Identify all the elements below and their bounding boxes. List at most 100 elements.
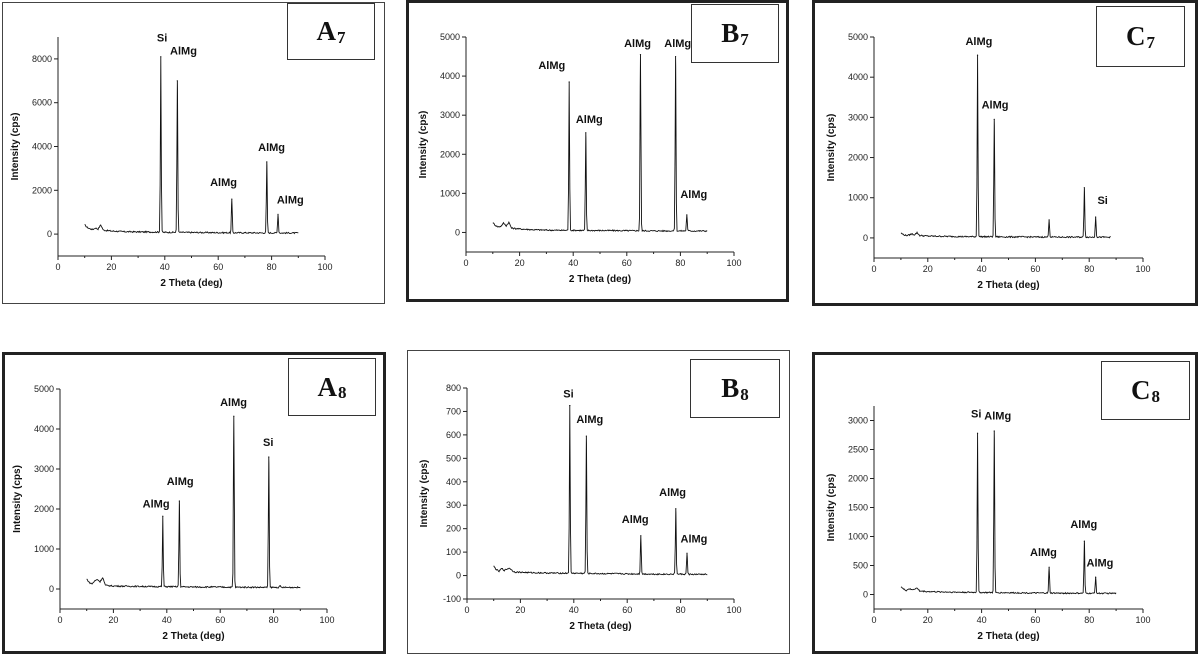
peak-label: Si — [157, 32, 167, 44]
peak-point — [569, 404, 571, 407]
y-tick-label: 6000 — [32, 98, 52, 108]
chart-b8: 0 20 40 60 80 100-100010020030040050060070080… — [419, 383, 742, 632]
peak-point — [675, 508, 677, 510]
peak-point — [162, 515, 164, 517]
peak-point — [640, 535, 642, 537]
y-tick-label: 400 — [446, 477, 461, 487]
y-tick-label: 100 — [446, 547, 461, 557]
y-tick-label: 2500 — [848, 445, 868, 455]
tag-subscript: 7 — [337, 27, 346, 47]
x-axis-title: 2 Theta (deg) — [162, 631, 224, 642]
y-tick-label: 600 — [446, 430, 461, 440]
peak-label: AlMg — [143, 498, 170, 510]
peak-point — [266, 161, 268, 163]
peak-point — [178, 500, 180, 502]
x-tick-label: 20 — [923, 264, 933, 274]
peak-label: AlMg — [277, 194, 304, 206]
x-tick-label: 40 — [568, 258, 578, 268]
peak-label: AlMg — [576, 414, 603, 426]
x-tick-label: 60 — [213, 262, 223, 272]
x-tick-label: 80 — [267, 262, 277, 272]
y-tick-label: 2000 — [848, 153, 868, 163]
peak-point — [585, 132, 587, 134]
x-tick-label: 0 — [871, 264, 876, 274]
y-tick-label: 2000 — [848, 474, 868, 484]
x-tick-label: 60 — [215, 615, 225, 625]
x-tick-label: 20 — [515, 258, 525, 268]
y-tick-label: 4000 — [440, 71, 460, 81]
y-tick-label: 5000 — [34, 384, 54, 394]
x-tick-label: 20 — [515, 605, 525, 615]
y-tick-label: 0 — [49, 584, 54, 594]
x-tick-label: 100 — [726, 605, 741, 615]
x-tick-label: 60 — [622, 258, 632, 268]
tag-subscript: 8 — [338, 383, 347, 402]
xrd-pattern-line — [900, 430, 1117, 595]
x-axis-title: 2 Theta (deg) — [569, 274, 631, 285]
y-axis-title: Intensity (cps) — [418, 111, 429, 179]
tag-subscript: 7 — [1146, 32, 1156, 52]
tag-letter: B — [721, 18, 740, 48]
peak-label: Si — [971, 409, 981, 421]
peak-point — [1095, 576, 1097, 578]
tag-letter: B — [721, 373, 740, 403]
peak-point — [639, 53, 642, 56]
tag-letter: A — [317, 371, 338, 402]
y-tick-label: 1500 — [848, 503, 868, 513]
peak-point — [279, 585, 281, 587]
peak-point — [568, 81, 570, 83]
y-tick-label: 3000 — [34, 464, 54, 474]
x-tick-label: 100 — [726, 258, 741, 268]
y-tick-label: 500 — [853, 561, 868, 571]
y-tick-label: 0 — [456, 571, 461, 581]
y-tick-label: 500 — [446, 453, 461, 463]
x-axis-title: 2 Theta (deg) — [977, 631, 1039, 642]
x-tick-label: 80 — [269, 615, 279, 625]
peak-point — [1095, 216, 1097, 218]
peak-point — [160, 56, 162, 58]
y-tick-label: 4000 — [848, 72, 868, 82]
x-tick-label: 40 — [977, 264, 987, 274]
peak-label: AlMg — [984, 410, 1011, 422]
x-tick-label: 100 — [1135, 264, 1150, 274]
peak-point — [233, 415, 235, 417]
x-tick-label: 60 — [1030, 615, 1040, 625]
x-tick-label: 20 — [108, 615, 118, 625]
x-tick-label: 0 — [57, 615, 62, 625]
x-tick-label: 40 — [569, 605, 579, 615]
y-tick-label: 0 — [863, 590, 868, 600]
x-tick-label: 60 — [1030, 264, 1040, 274]
peak-point — [674, 55, 677, 58]
peak-point — [686, 552, 688, 554]
x-tick-label: 80 — [1084, 615, 1094, 625]
y-tick-label: 2000 — [32, 185, 52, 195]
peak-label: Si — [563, 388, 573, 400]
peak-point — [585, 435, 587, 437]
peak-point — [1083, 187, 1085, 189]
peak-point — [1048, 566, 1050, 568]
y-axis-title: Intensity (cps) — [826, 474, 837, 542]
peak-label: AlMg — [622, 514, 649, 526]
y-tick-label: -100 — [443, 594, 461, 604]
tag-subscript: 8 — [1151, 386, 1161, 406]
x-tick-label: 0 — [55, 262, 60, 272]
peak-point — [1083, 540, 1085, 542]
xrd-pattern-line — [492, 54, 708, 233]
y-tick-label: 3000 — [848, 112, 868, 122]
peak-label: AlMg — [659, 487, 686, 499]
y-tick-label: 1000 — [848, 532, 868, 542]
x-axis-title: 2 Theta (deg) — [160, 278, 222, 289]
y-tick-label: 3000 — [440, 110, 460, 120]
peak-point — [231, 198, 233, 200]
peak-point — [993, 118, 995, 120]
peak-label: AlMg — [680, 189, 707, 201]
x-axis-title: 2 Theta (deg) — [977, 280, 1039, 291]
x-tick-label: 80 — [676, 605, 686, 615]
y-tick-label: 0 — [455, 227, 460, 237]
